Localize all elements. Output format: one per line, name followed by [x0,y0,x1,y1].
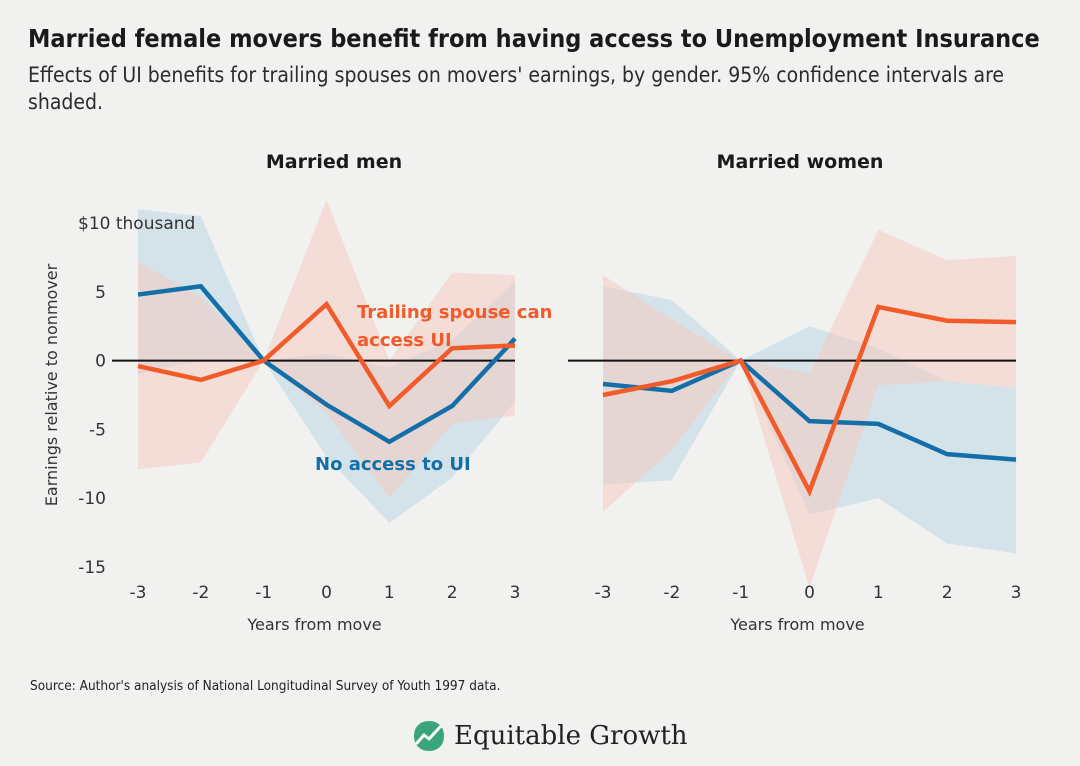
series-line [137,300,516,410]
y-tick-label: -10 [78,489,106,509]
x-tick-label: 0 [804,583,815,603]
series-line [602,357,1017,462]
y-tick-label: -5 [89,420,106,440]
brand-logo: Equitable Growth [412,716,688,756]
x-tick-label: 0 [321,583,332,603]
x-tick-label: 3 [1011,583,1022,603]
x-tick-label: 1 [384,583,395,603]
x-tick-label: 2 [942,583,953,603]
brand-name: Equitable Growth [454,721,688,751]
panel-married-women: Married women -3 -2 -1 0 1 2 3 Years from move [568,151,1021,634]
y-tick-label: 0 [95,352,106,372]
source-note: Source: Author's analysis of National Lo… [30,678,501,694]
ci-band [603,229,1016,588]
y-top-label: $10 thousand [78,214,195,234]
panel-title: Married women [717,151,884,173]
x-axis-label: Years from move [246,615,381,634]
x-tick-label: 3 [510,583,521,603]
x-tick-label: -2 [663,583,680,603]
x-tick-label: -1 [255,583,272,603]
y-tick-label: 5 [95,283,106,303]
chart-title: Married female movers benefit from havin… [28,24,1040,53]
x-tick-label: -1 [732,583,749,603]
y-axis-label: Earnings relative to nonmover [42,263,61,506]
x-axis-label: Years from move [729,615,864,634]
panel-title: Married men [266,151,402,173]
series-label-line: Trailing spouse can [357,302,552,323]
series-label-line: access UI [357,330,452,351]
series-label: No access to UI [315,454,471,475]
x-tick-label: -3 [595,583,612,603]
series-label: Trailing spouse can access UI [357,302,552,351]
x-tick-label: 1 [873,583,884,603]
y-tick-label: -15 [78,558,106,578]
x-tick-label: -2 [192,583,209,603]
leaf-logo-icon [414,721,444,751]
x-tick-label: 2 [447,583,458,603]
series-line [602,304,1017,497]
chart-subtitle: Effects of UI benefits for trailing spou… [28,63,1005,114]
x-tick-label: -3 [130,583,147,603]
series-line [137,283,517,445]
